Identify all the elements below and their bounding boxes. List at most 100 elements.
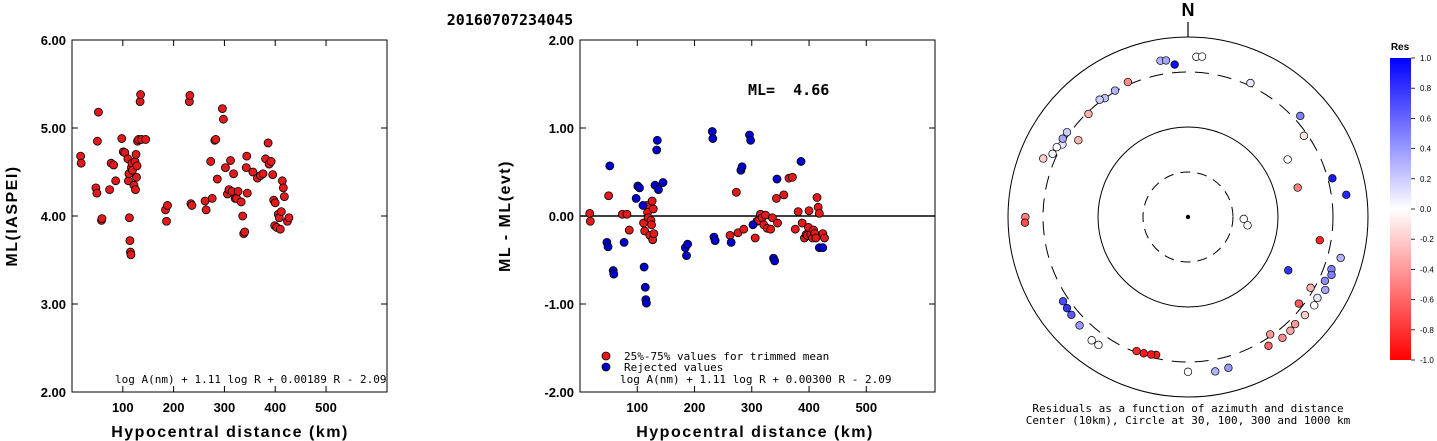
trimmed-point <box>647 220 656 230</box>
data-point <box>268 170 278 180</box>
y-tick-label: 5.00 <box>41 121 66 136</box>
y-tick-label: 3.00 <box>41 297 66 312</box>
polar-caption-line1: Residuals as a function of azimuth and d… <box>1032 402 1343 415</box>
polar-stations <box>1020 52 1351 376</box>
station-marker <box>1058 134 1067 143</box>
trimmed-point <box>622 209 632 219</box>
data-point <box>242 188 252 198</box>
circle-100km <box>1097 126 1279 308</box>
circle-300km <box>1042 71 1334 363</box>
station-marker <box>1062 128 1072 137</box>
data-point <box>221 163 230 173</box>
trimmed-point <box>793 207 803 217</box>
data-point <box>263 138 273 148</box>
colorbar-tick-label: -0.8 <box>1420 326 1434 335</box>
data-point <box>276 207 286 217</box>
rejected-point <box>746 135 756 145</box>
rejected-point <box>683 239 693 249</box>
data-point <box>217 104 227 114</box>
x-tick-label: 500 <box>315 400 337 415</box>
station-marker <box>1161 56 1171 65</box>
data-point <box>206 157 216 166</box>
data-point <box>97 214 107 224</box>
data-point <box>278 183 288 193</box>
colorbar-tick-label: -0.2 <box>1420 235 1434 244</box>
y-tick-label: -2.00 <box>544 385 574 400</box>
x-tick-label: 400 <box>264 400 286 415</box>
station-marker <box>1321 285 1330 295</box>
rejected-point <box>652 145 662 155</box>
trimmed-point <box>648 204 658 214</box>
station-marker <box>1264 341 1273 350</box>
station-marker <box>1039 154 1048 163</box>
plot1-ticks: 100 200 300 400 500 2.00 3.00 4.00 5.00 6.00 <box>41 33 387 415</box>
x-tick-label: 300 <box>214 400 236 415</box>
station-marker <box>1058 297 1068 306</box>
station-marker <box>1239 214 1248 224</box>
rejected-point <box>737 162 747 172</box>
data-point <box>76 158 86 168</box>
data-point <box>233 186 243 196</box>
x-tick-label: 200 <box>684 400 706 415</box>
plot1-formula: log A(nm) + 1.11 log R + 0.00189 R - 2.0… <box>115 373 387 386</box>
legend-marker-rejected <box>601 362 611 372</box>
rejected-point <box>631 193 641 203</box>
station-marker <box>1328 174 1337 183</box>
station-marker <box>1246 78 1255 88</box>
data-point <box>211 135 221 144</box>
station-marker <box>1123 77 1133 87</box>
station-marker <box>1183 367 1193 376</box>
station-marker <box>1110 86 1120 95</box>
rejected-point <box>708 134 718 143</box>
data-point <box>93 136 102 146</box>
station-marker <box>1278 333 1287 343</box>
trimmed-point <box>771 193 781 203</box>
station-marker <box>1315 236 1324 245</box>
station-marker <box>1087 336 1096 345</box>
data-point <box>275 224 285 234</box>
colorbar-tick-label: -0.6 <box>1420 296 1434 305</box>
station-marker <box>1310 301 1319 310</box>
figure-title: 20160707234045 <box>447 11 573 29</box>
x-tick-label: 100 <box>626 400 648 415</box>
y-tick-label: 1.00 <box>549 121 574 136</box>
trimmed-point <box>731 187 741 197</box>
data-point <box>240 227 250 237</box>
station-marker <box>1300 310 1310 320</box>
data-point <box>219 114 228 124</box>
data-point <box>132 161 142 171</box>
data-point <box>105 185 114 195</box>
data-point <box>109 160 119 170</box>
data-point <box>236 197 246 207</box>
rejected-point <box>772 174 782 184</box>
colorbar-tick-label: 0.2 <box>1420 175 1432 184</box>
y-tick-label: 6.00 <box>41 33 66 48</box>
y-tick-label: 4.00 <box>41 209 66 224</box>
data-point <box>163 201 172 210</box>
station-marker <box>1296 111 1305 121</box>
y-tick-label: 0.00 <box>549 209 574 224</box>
trimmed-point <box>604 191 614 201</box>
data-point <box>241 163 251 173</box>
rejected-point <box>748 220 758 230</box>
rejected-point <box>710 236 720 246</box>
station-marker <box>1211 367 1220 376</box>
station-marker <box>1336 253 1345 263</box>
colorbar-gradient <box>1390 58 1411 360</box>
station-marker <box>1294 299 1303 308</box>
y-tick-label: -1.00 <box>544 297 574 312</box>
trimmed-point <box>773 218 782 228</box>
legend-marker-trimmed <box>601 351 611 361</box>
rejected-point <box>603 242 613 252</box>
data-point <box>125 213 134 223</box>
ml-annotation: ML= 4.66 <box>748 81 829 99</box>
rejected-point <box>642 298 651 308</box>
trimmed-point <box>779 190 789 200</box>
trimmed-point <box>647 196 657 206</box>
rejected-point <box>605 161 615 171</box>
station-marker <box>1313 293 1322 303</box>
plot2-xlabel: Hypocentral distance (km) <box>636 424 874 441</box>
station-marker <box>1139 349 1148 358</box>
data-point <box>131 185 140 195</box>
colorbar-tick-label: 1.0 <box>1420 54 1432 63</box>
